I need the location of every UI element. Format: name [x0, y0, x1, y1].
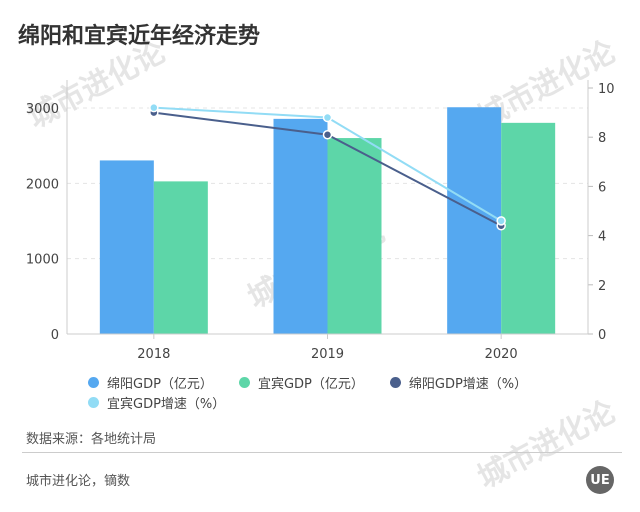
y-right-tick-label: 4 [598, 230, 606, 245]
legend-label: 宜宾GDP增速（%） [107, 396, 226, 412]
x-tick-label: 2019 [311, 347, 344, 362]
legend-item: 绵阳GDP增速（%） [389, 372, 528, 392]
line-point [322, 112, 333, 123]
logo: UE [586, 466, 614, 494]
legend-marker [88, 376, 99, 388]
legend-label: 绵阳GDP增速（%） [408, 376, 528, 392]
legend-marker [389, 376, 401, 388]
y-left-tick-label: 3000 [26, 102, 59, 117]
bar-yibin-2018 [153, 181, 208, 334]
chart-title: 绵阳和宜宾近年经济走势 [18, 24, 261, 49]
bar-yibin-2020 [501, 122, 556, 334]
bar-yibin-2019 [327, 138, 382, 334]
legend-marker [88, 396, 99, 408]
legend-item: 绵阳GDP（亿元） [88, 372, 213, 392]
line-point [496, 216, 506, 226]
x-tick-label: 2020 [485, 347, 518, 362]
combo-chart: 0 1000 2000 3000 0 2 4 6 8 10 2018 2019 2020 [26, 80, 615, 362]
legend-marker [238, 376, 250, 388]
legend-item: 宜宾GDP增速（%） [88, 392, 225, 412]
y-right-tick-label: 10 [598, 82, 615, 97]
y-right-tick-label: 6 [598, 180, 606, 195]
legend-label: 绵阳GDP（亿元） [107, 376, 213, 392]
line-point [149, 102, 159, 113]
legend-label: 宜宾GDP（亿元） [257, 376, 364, 392]
x-tick-label: 2018 [137, 347, 170, 362]
y-left-tick-label: 2000 [26, 177, 59, 192]
bar-mianyang-2018 [99, 160, 154, 334]
bar-mianyang-2019 [273, 118, 328, 335]
y-right-tick-label: 0 [598, 328, 606, 343]
y-left-tick-label: 0 [51, 328, 59, 343]
credit: 城市进化论，镝数 [26, 474, 131, 489]
y-right-tick-label: 8 [598, 131, 606, 146]
legend: 绵阳GDP（亿元） 宜宾GDP（亿元） 绵阳GDP增速（%） 宜宾GDP增速（%） [88, 372, 558, 412]
y-left-tick-label: 1000 [26, 253, 59, 268]
y-right-tick-label: 2 [598, 279, 606, 294]
data-source: 数据来源：各地统计局 [26, 432, 157, 447]
legend-item: 宜宾GDP（亿元） [238, 372, 364, 392]
line-point [322, 129, 333, 140]
divider [22, 452, 622, 453]
